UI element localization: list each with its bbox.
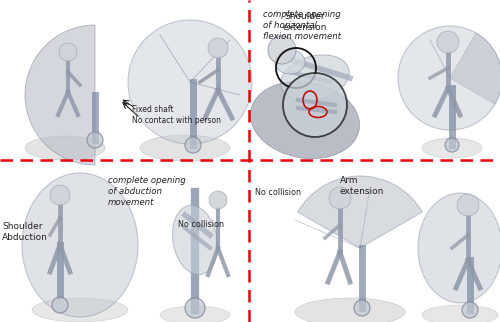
Ellipse shape	[160, 306, 230, 322]
Ellipse shape	[140, 135, 230, 161]
Text: Shoulder
extension: Shoulder extension	[283, 12, 327, 32]
Circle shape	[185, 298, 205, 318]
Circle shape	[208, 38, 228, 58]
Ellipse shape	[172, 205, 218, 275]
Ellipse shape	[250, 81, 360, 159]
Circle shape	[50, 185, 70, 205]
Circle shape	[329, 187, 351, 209]
Text: No collision: No collision	[255, 188, 301, 197]
Ellipse shape	[422, 138, 482, 158]
Ellipse shape	[295, 298, 405, 322]
Ellipse shape	[275, 50, 305, 74]
Circle shape	[462, 302, 478, 318]
Text: Shoulder
Abduction: Shoulder Abduction	[2, 222, 48, 242]
Text: No collision: No collision	[178, 220, 224, 229]
Ellipse shape	[22, 173, 138, 317]
Ellipse shape	[418, 193, 500, 303]
Wedge shape	[298, 176, 422, 248]
Circle shape	[209, 191, 227, 209]
Ellipse shape	[280, 55, 349, 101]
Text: Arm
extension: Arm extension	[340, 176, 384, 196]
Ellipse shape	[32, 298, 128, 322]
Circle shape	[52, 297, 68, 313]
Ellipse shape	[422, 305, 498, 322]
Circle shape	[398, 26, 500, 130]
Circle shape	[457, 194, 479, 216]
Circle shape	[268, 36, 296, 64]
Text: Fixed shaft
No contact with person: Fixed shaft No contact with person	[132, 105, 221, 125]
Wedge shape	[450, 33, 500, 104]
Circle shape	[87, 132, 103, 148]
Circle shape	[437, 31, 459, 53]
Circle shape	[354, 300, 370, 316]
Ellipse shape	[25, 136, 105, 160]
Wedge shape	[25, 25, 95, 165]
Text: complete opening
of abduction
movement: complete opening of abduction movement	[108, 176, 186, 207]
Circle shape	[445, 138, 459, 152]
Circle shape	[128, 20, 252, 144]
Circle shape	[283, 73, 347, 137]
Circle shape	[59, 43, 77, 61]
Text: complete opening
of horizontal
flexion movement: complete opening of horizontal flexion m…	[263, 10, 341, 41]
Circle shape	[185, 137, 201, 153]
